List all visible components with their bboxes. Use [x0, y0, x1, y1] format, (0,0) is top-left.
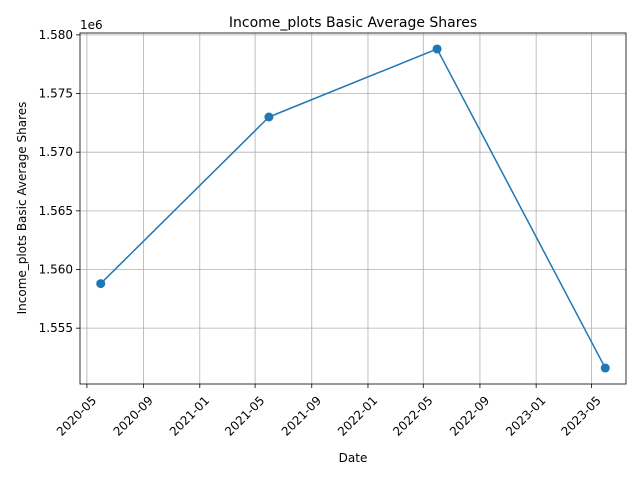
- chart-title: Income_plots Basic Average Shares: [229, 15, 477, 31]
- y-offset-label: 1e6: [80, 18, 103, 32]
- series-line-layer: [100, 48, 606, 369]
- data-point: [600, 363, 610, 373]
- data-point: [96, 279, 106, 289]
- y-tick-label: 1.570: [39, 145, 73, 159]
- y-tick-label: 1.580: [39, 28, 73, 42]
- y-tick-label: 1.565: [39, 204, 73, 218]
- data-point: [432, 44, 442, 54]
- y-axis: 1.555 1.560 1.565 1.570 1.575 1.580: [39, 28, 80, 335]
- y-axis-label: Income_plots Basic Average Shares: [15, 102, 29, 315]
- x-axis-label: Date: [339, 451, 368, 465]
- series-line: [100, 48, 606, 369]
- data-point: [264, 112, 274, 122]
- y-tick-label: 1.555: [39, 321, 73, 335]
- marker-layer: [96, 44, 610, 373]
- y-tick-label: 1.575: [39, 87, 73, 101]
- y-tick-label: 1.560: [39, 263, 73, 277]
- grid: [80, 33, 626, 384]
- plot-frame: [79, 32, 627, 385]
